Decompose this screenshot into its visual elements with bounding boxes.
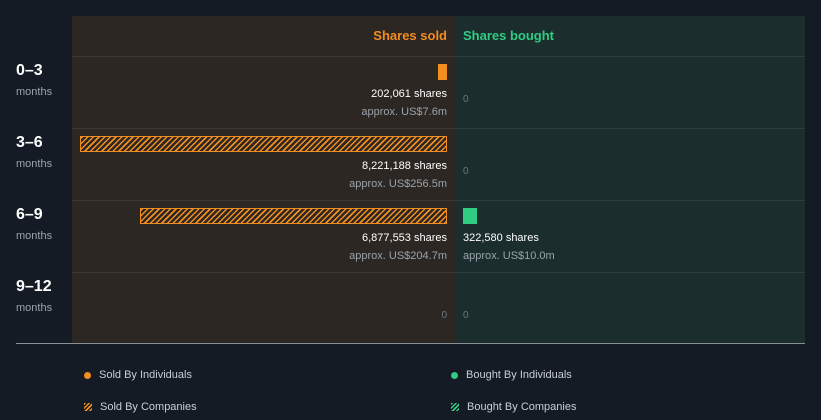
sold-header: Shares sold bbox=[373, 28, 447, 43]
sold-approx-value: approx. US$7.6m bbox=[361, 106, 447, 118]
bought-zero-value: 0 bbox=[463, 310, 469, 321]
sold-approx-value: approx. US$204.7m bbox=[349, 250, 447, 262]
bought-zero-value: 0 bbox=[463, 94, 469, 105]
row-separator bbox=[72, 272, 805, 273]
bar-sold-by-companies bbox=[80, 136, 447, 152]
legend-hatch-orange-icon bbox=[84, 403, 92, 411]
chart-row: 0–3 months 202,061 shares approx. US$7.6m 0 bbox=[0, 56, 821, 128]
sold-zero-value: 0 bbox=[441, 310, 447, 321]
row-period-label: 9–12 bbox=[16, 278, 52, 295]
row-separator bbox=[72, 128, 805, 129]
row-period-label: 0–3 bbox=[16, 62, 43, 79]
legend-label: Sold By Companies bbox=[100, 401, 197, 413]
legend-item: Sold By Companies bbox=[84, 401, 197, 413]
legend-dot-green-icon bbox=[451, 371, 458, 379]
row-period-unit: months bbox=[16, 230, 53, 242]
bought-column-background bbox=[455, 16, 805, 343]
row-period-label: 6–9 bbox=[16, 206, 43, 223]
legend-item: Sold By Individuals bbox=[84, 369, 192, 381]
bought-approx-value: approx. US$10.0m bbox=[463, 250, 555, 262]
bar-bought-by-individuals bbox=[463, 208, 478, 224]
chart-row: 9–12 months 0 0 bbox=[0, 272, 821, 344]
row-period-label: 3–6 bbox=[16, 134, 43, 151]
chart-row: 6–9 months 6,877,553 shares approx. US$204.… bbox=[0, 200, 821, 272]
row-period-unit: months bbox=[16, 302, 53, 314]
legend-label: Bought By Individuals bbox=[466, 369, 572, 381]
legend-item: Bought By Companies bbox=[451, 401, 576, 413]
legend-item: Bought By Individuals bbox=[451, 369, 572, 381]
sold-approx-value: approx. US$256.5m bbox=[349, 178, 447, 190]
bar-sold-by-companies bbox=[139, 208, 447, 224]
sold-column-background bbox=[72, 16, 455, 343]
row-separator bbox=[72, 56, 805, 57]
row-period-unit: months bbox=[16, 158, 53, 170]
legend-dot-orange-icon bbox=[84, 371, 91, 379]
legend-label: Sold By Individuals bbox=[99, 369, 192, 381]
bought-zero-value: 0 bbox=[463, 166, 469, 177]
legend-hatch-green-icon bbox=[451, 403, 459, 411]
sold-shares-value: 202,061 shares bbox=[371, 88, 447, 100]
bought-header: Shares bought bbox=[463, 28, 555, 43]
x-axis-line bbox=[16, 343, 805, 344]
chart-row: 3–6 months 8,221,188 shares approx. US$256.… bbox=[0, 128, 821, 200]
row-separator bbox=[72, 200, 805, 201]
bar-sold-by-individuals bbox=[437, 64, 447, 80]
legend-label: Bought By Companies bbox=[467, 401, 577, 413]
bought-shares-value: 322,580 shares bbox=[463, 232, 539, 244]
sold-shares-value: 6,877,553 shares bbox=[361, 232, 447, 244]
sold-shares-value: 8,221,188 shares bbox=[361, 160, 447, 172]
row-period-unit: months bbox=[16, 86, 53, 98]
